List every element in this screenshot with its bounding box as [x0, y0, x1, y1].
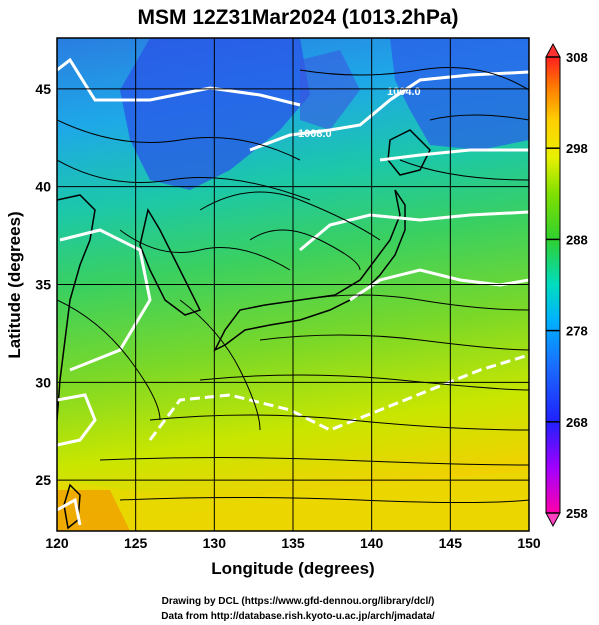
isobar-5: [299, 210, 529, 252]
colorbar-tick-label: 288: [566, 232, 588, 247]
x-axis-label: Longitude (degrees): [211, 559, 374, 578]
isobar-1: [57, 57, 301, 107]
x-tick-label: 125: [124, 535, 148, 551]
colorbar-tick-label: 268: [566, 415, 588, 430]
contour-label-1004: 1004.0: [387, 86, 421, 98]
plot-frame: [56, 37, 530, 532]
colorbar-tick-label: 278: [566, 324, 588, 339]
coastline-taiwan: [63, 483, 81, 530]
cold-region-sakhalin: [300, 50, 360, 130]
x-tick-label: 120: [45, 535, 69, 551]
coastline-japan: [213, 189, 406, 352]
credit-line-1: Drawing by DCL (https://www.gfd-dennou.o…: [162, 596, 435, 607]
y-tick-label: 30: [35, 374, 51, 390]
isobar-8: [57, 393, 97, 447]
x-tick-label: 135: [281, 535, 305, 551]
colorbar-tick-label: 258: [566, 506, 588, 521]
y-axis-label: Latitude (degrees): [5, 211, 24, 358]
x-tick-label: 150: [517, 535, 541, 551]
y-tick-label: 35: [35, 277, 51, 293]
coastline-china: [57, 194, 96, 421]
colorbar-bottom-triangle: [545, 512, 561, 528]
x-tick-label: 145: [439, 535, 463, 551]
colorbar-top-triangle: [545, 42, 561, 58]
chart-title: MSM 12Z31Mar2024 (1013.2hPa): [138, 6, 459, 29]
isobar-3: [379, 148, 529, 162]
y-tick-label: 40: [35, 179, 51, 195]
colorbar: 258 268 278 288 298 308: [545, 42, 588, 528]
isobar-2: [249, 70, 529, 152]
y-tick-label: 45: [35, 81, 51, 97]
isobar-4: [59, 228, 152, 372]
colorbar-tick-label: 308: [566, 50, 588, 65]
isobar-7: [148, 353, 529, 441]
cold-region-north: [120, 38, 310, 190]
y-tick-label: 25: [35, 472, 51, 488]
coastline-korea: [139, 208, 202, 316]
y-axis-ticks: 25 30 35 40 45: [35, 81, 51, 488]
credit-line-2: Data from http://database.rish.kyoto-u.a…: [161, 611, 435, 622]
x-axis-ticks: 120 125 130 135 140 145 150: [45, 535, 541, 551]
map-gridlines: [57, 38, 529, 531]
contour-label-1008: 1008.0: [298, 128, 332, 140]
isobar-9: [57, 497, 82, 526]
cold-region-northeast: [390, 38, 529, 150]
colorbar-ticks: 258 268 278 288 298 308: [546, 50, 588, 521]
x-tick-label: 130: [203, 535, 227, 551]
x-tick-label: 140: [360, 535, 384, 551]
colorbar-tick-label: 298: [566, 141, 588, 156]
colorbar-body: [545, 56, 561, 514]
